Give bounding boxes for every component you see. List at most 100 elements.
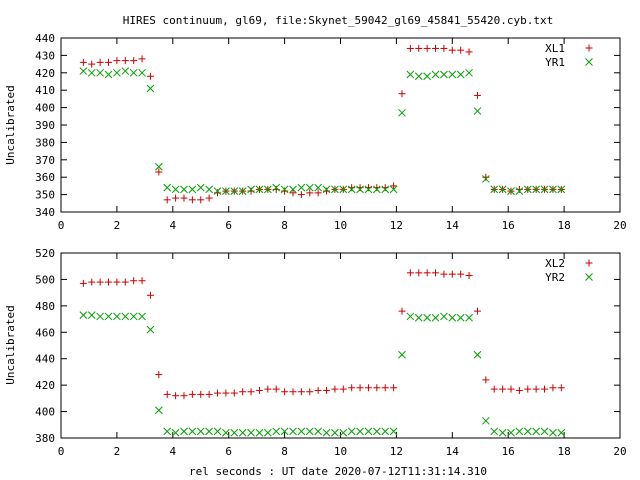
data-point (104, 70, 113, 79)
data-point (322, 185, 331, 194)
data-point (79, 311, 88, 319)
data-point (163, 390, 171, 398)
data-point (280, 427, 289, 436)
data-point (473, 307, 481, 315)
data-point (247, 388, 255, 396)
data-point (339, 185, 348, 194)
data-point (465, 48, 473, 56)
data-point (364, 184, 372, 192)
x-axis-title: rel seconds : UT date 2020-07-12T11:31:1… (189, 465, 487, 478)
data-point (348, 384, 356, 392)
data-point (113, 278, 121, 286)
data-point (482, 376, 490, 384)
data-point (297, 388, 305, 396)
x-tick-label: 20 (613, 219, 626, 232)
data-point (398, 350, 406, 359)
x-tick-label: 18 (557, 445, 570, 458)
data-point (130, 277, 138, 285)
data-point (415, 44, 423, 52)
data-point (557, 185, 566, 194)
data-point (297, 191, 305, 199)
data-point (272, 183, 281, 192)
data-point (423, 72, 431, 81)
data-point (289, 388, 297, 396)
data-point (171, 428, 180, 437)
series-yr1 (79, 67, 566, 195)
data-point (381, 427, 390, 436)
data-point (289, 189, 297, 197)
data-point (339, 428, 348, 437)
data-point (214, 189, 222, 197)
data-point (281, 187, 289, 195)
data-point (146, 72, 154, 80)
data-point (498, 428, 507, 437)
data-point (238, 187, 247, 195)
data-point (398, 307, 406, 315)
data-point (213, 427, 222, 436)
data-point (96, 312, 104, 321)
data-point (457, 270, 465, 278)
data-point (490, 185, 499, 194)
data-point (163, 196, 171, 204)
data-point (390, 384, 398, 392)
y-tick-label: 420 (35, 67, 55, 80)
data-point (364, 427, 373, 436)
data-point (79, 58, 87, 66)
data-point (541, 385, 549, 393)
data-point (297, 183, 306, 192)
data-point (314, 386, 322, 394)
x-tick-label: 16 (502, 445, 515, 458)
data-point (406, 70, 415, 79)
data-point (348, 184, 356, 192)
data-point (272, 385, 280, 393)
data-point (364, 384, 372, 392)
data-point (457, 46, 465, 54)
y-tick-label: 480 (35, 300, 55, 313)
data-point (196, 427, 205, 436)
data-point (448, 70, 457, 79)
x-tick-label: 4 (169, 445, 176, 458)
top-panel: 340 350 360 370 380 390 400 410 420 430 440 0 2 4 6 8 10… (4, 32, 627, 232)
data-point (222, 389, 230, 397)
data-point (507, 428, 515, 437)
data-point (188, 185, 197, 194)
legend-marker (585, 273, 593, 281)
data-point (440, 312, 448, 321)
x-tick-label: 6 (225, 219, 232, 232)
data-point (138, 68, 146, 77)
x-tick-label: 0 (58, 219, 65, 232)
data-point (331, 428, 339, 437)
legend-label: XL2 (545, 257, 565, 270)
data-point (113, 57, 121, 65)
y-tick-label: 380 (35, 432, 55, 445)
data-point (281, 388, 289, 396)
data-point (524, 385, 532, 393)
data-point (323, 386, 331, 394)
data-point (381, 384, 389, 392)
data-point (440, 270, 448, 278)
data-point (423, 313, 431, 322)
data-point (188, 390, 196, 398)
y-tick-label: 460 (35, 326, 55, 339)
data-point (306, 388, 314, 396)
data-point (263, 428, 272, 437)
legend-marker (585, 44, 593, 52)
data-point (239, 388, 247, 396)
data-point (154, 162, 163, 171)
data-point (138, 55, 146, 63)
data-point (557, 384, 565, 392)
data-point (448, 313, 457, 322)
data-point (188, 196, 196, 204)
data-point (289, 427, 297, 436)
data-point (549, 384, 557, 392)
data-point (331, 385, 339, 393)
y-tick-label: 400 (35, 102, 55, 115)
data-point (154, 406, 163, 415)
data-point (515, 386, 523, 394)
legend-label: XL1 (545, 42, 565, 55)
y-tick-label: 500 (35, 273, 55, 286)
data-point (306, 189, 314, 197)
data-point (490, 385, 498, 393)
data-point (432, 269, 440, 277)
